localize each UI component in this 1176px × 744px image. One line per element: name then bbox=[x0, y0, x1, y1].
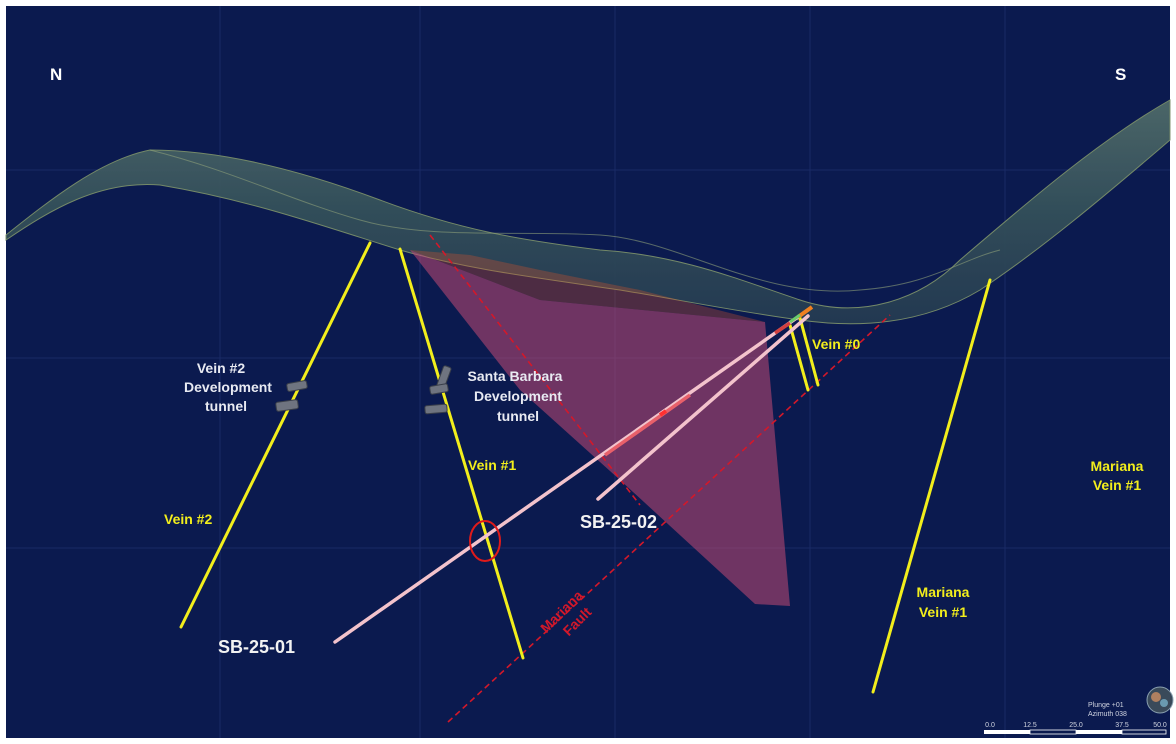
scale-tick-0: 0.0 bbox=[985, 722, 995, 729]
santa-barbara-tunnel-label-line2: Development bbox=[474, 388, 562, 404]
scale-bar: 0.0 12.5 25.0 37.5 50.0 bbox=[984, 722, 1167, 735]
terrain-ridge-line bbox=[149, 149, 1001, 292]
azimuth-readout: Azimuth 038 bbox=[1088, 711, 1127, 718]
mariana-vein-1-label-right-line1: Mariana bbox=[1091, 458, 1144, 474]
assay-intervals bbox=[603, 305, 814, 457]
mariana-vein-1-label-lower-line2: Vein #1 bbox=[919, 604, 967, 620]
compass-south: S bbox=[1115, 65, 1126, 84]
plunge-readout: Plunge +01 bbox=[1088, 702, 1124, 709]
vein-1-line bbox=[398, 247, 525, 660]
compass-north: N bbox=[50, 65, 62, 84]
vein-0-label: Vein #0 bbox=[812, 336, 860, 352]
intercept-circle bbox=[469, 520, 501, 562]
vein-1-label: Vein #1 bbox=[468, 457, 516, 473]
vein-2-tunnel-label-line1: Vein #2 bbox=[197, 360, 245, 376]
veins bbox=[179, 241, 992, 694]
mariana-vein-1-label-lower-line1: Mariana bbox=[917, 584, 970, 600]
santa-barbara-tunnel-label: Santa Barbara Development tunnel bbox=[468, 368, 563, 424]
fault-plane-top bbox=[410, 250, 765, 322]
scale-tick-3: 37.5 bbox=[1115, 722, 1129, 729]
fault-trace-upper bbox=[429, 234, 641, 506]
mariana-vein-1-label-right-line2: Vein #1 bbox=[1093, 477, 1141, 493]
scale-tick-2: 25.0 bbox=[1069, 722, 1083, 729]
vein-2-label: Vein #2 bbox=[164, 511, 212, 527]
vein-2-tunnel-label-line2: Development bbox=[184, 379, 272, 395]
fault-plane bbox=[410, 250, 790, 606]
drillhole-sb-25-02-label: SB-25-02 bbox=[580, 512, 657, 532]
santa-barbara-tunnel-label-line1: Santa Barbara bbox=[468, 368, 563, 384]
mariana-vein-1-label-right: Mariana Vein #1 bbox=[1091, 458, 1144, 493]
santa-barbara-tunnel-shape bbox=[424, 365, 452, 415]
vein-2-line bbox=[179, 241, 372, 629]
mariana-vein-1-label-lower: Mariana Vein #1 bbox=[917, 584, 970, 620]
view-orientation-globe-icon bbox=[1146, 686, 1174, 714]
drillhole-sb-25-02 bbox=[596, 314, 810, 501]
vein-0-line-a bbox=[788, 323, 810, 392]
scale-tick-1: 12.5 bbox=[1023, 722, 1037, 729]
drillhole-sb-25-01 bbox=[333, 308, 810, 644]
vein-2-tunnel-shape bbox=[275, 380, 308, 412]
vein-0-line-b bbox=[798, 316, 820, 387]
drillhole-sb-25-01-label: SB-25-01 bbox=[218, 637, 295, 657]
vein-2-tunnel-label-line3: tunnel bbox=[205, 398, 247, 414]
santa-barbara-tunnel-label-line3: tunnel bbox=[497, 408, 539, 424]
mariana-vein-1-line bbox=[871, 278, 992, 694]
vein-2-tunnel-label: Vein #2 Development tunnel bbox=[184, 360, 272, 414]
scale-tick-4: 50.0 bbox=[1153, 722, 1167, 729]
